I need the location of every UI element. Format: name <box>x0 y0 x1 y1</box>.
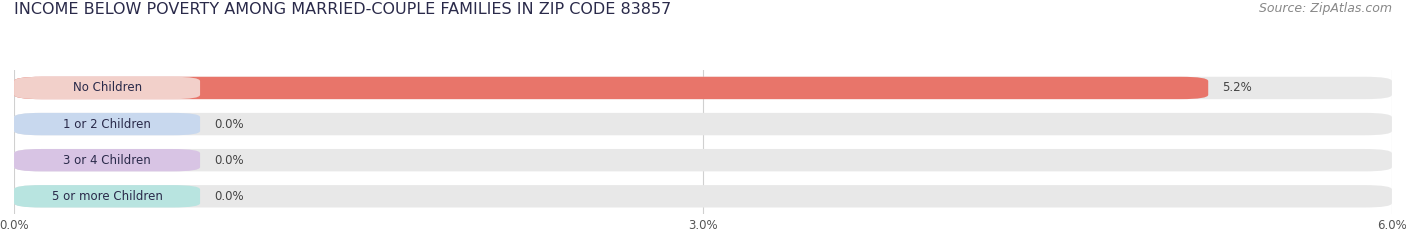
Text: INCOME BELOW POVERTY AMONG MARRIED-COUPLE FAMILIES IN ZIP CODE 83857: INCOME BELOW POVERTY AMONG MARRIED-COUPL… <box>14 2 671 17</box>
Text: 1 or 2 Children: 1 or 2 Children <box>63 118 150 130</box>
Text: 5.2%: 5.2% <box>1222 82 1251 94</box>
Text: 0.0%: 0.0% <box>214 154 243 167</box>
FancyBboxPatch shape <box>14 185 1392 208</box>
Text: Source: ZipAtlas.com: Source: ZipAtlas.com <box>1258 2 1392 15</box>
FancyBboxPatch shape <box>14 113 1392 135</box>
Text: 0.0%: 0.0% <box>214 190 243 203</box>
Text: No Children: No Children <box>73 82 142 94</box>
FancyBboxPatch shape <box>14 77 1392 99</box>
FancyBboxPatch shape <box>14 149 200 171</box>
FancyBboxPatch shape <box>14 113 200 135</box>
FancyBboxPatch shape <box>14 77 200 99</box>
FancyBboxPatch shape <box>14 149 1392 171</box>
Text: 5 or more Children: 5 or more Children <box>52 190 163 203</box>
FancyBboxPatch shape <box>14 185 200 208</box>
Text: 3 or 4 Children: 3 or 4 Children <box>63 154 150 167</box>
FancyBboxPatch shape <box>14 77 1208 99</box>
Text: 0.0%: 0.0% <box>214 118 243 130</box>
